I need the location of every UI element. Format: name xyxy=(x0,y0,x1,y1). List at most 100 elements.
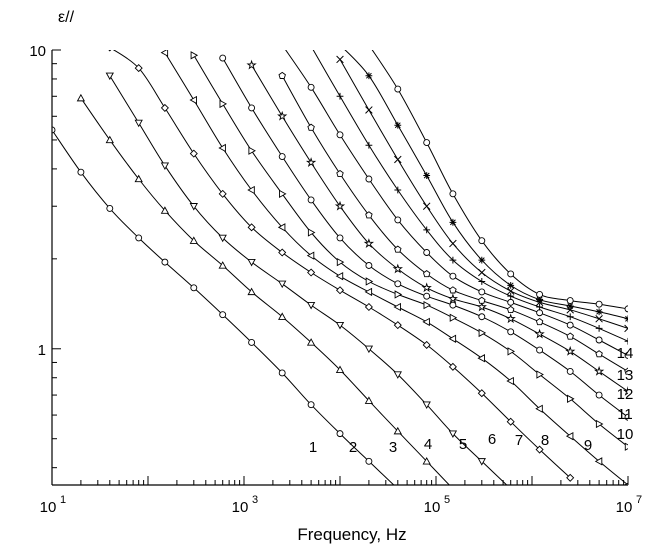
series-12-point xyxy=(337,56,344,63)
series-13-point xyxy=(478,257,485,264)
series-7-point xyxy=(567,368,573,374)
series-8-point xyxy=(278,112,286,119)
series-5-point xyxy=(219,145,225,152)
x-tick-exponent: 5 xyxy=(444,494,450,506)
series-6-point xyxy=(279,190,285,197)
series-10-line xyxy=(282,45,628,356)
x-tick-label: 10 xyxy=(40,499,57,516)
series-3-point xyxy=(279,281,286,287)
y-axis-title: ε// xyxy=(58,9,75,26)
series-9-line xyxy=(282,76,628,372)
series-11-point xyxy=(337,93,344,100)
series-10-point xyxy=(596,337,602,343)
series-6-point xyxy=(450,314,456,321)
series-7-point xyxy=(249,105,255,111)
series-10-point xyxy=(508,299,514,305)
series-14-point xyxy=(625,306,631,312)
series-14-point xyxy=(450,191,456,197)
series-10-point xyxy=(337,132,343,138)
series-3 xyxy=(106,73,514,492)
series-13-label: 13 xyxy=(617,367,634,384)
series-4-label: 4 xyxy=(424,436,432,453)
series-7-label: 7 xyxy=(515,432,523,449)
series-6-point xyxy=(191,52,197,59)
series-10-point xyxy=(567,322,573,328)
series-7-point xyxy=(508,329,514,335)
series-8-point xyxy=(307,159,315,166)
series-12-point xyxy=(596,315,603,322)
series-1-line xyxy=(52,130,398,489)
series-5-point xyxy=(248,187,254,194)
series-11-point xyxy=(596,325,603,332)
series-12-point xyxy=(625,325,632,332)
series-9-point xyxy=(424,271,430,277)
series-3-point xyxy=(337,322,344,328)
series-3-point xyxy=(308,302,315,308)
series-13-point xyxy=(450,219,457,226)
series-7-line xyxy=(223,58,628,417)
series-7-point xyxy=(450,302,456,308)
series-1-label: 1 xyxy=(309,439,317,456)
series-5-point xyxy=(394,304,400,311)
series-11-point xyxy=(365,142,372,149)
series-12-point xyxy=(478,269,485,276)
series-2-point xyxy=(450,485,457,491)
series-9-point xyxy=(536,319,542,325)
series-8-point xyxy=(507,315,515,322)
series-11-point xyxy=(625,338,632,345)
series-1-point xyxy=(78,169,84,175)
series-10 xyxy=(279,42,631,359)
series-2-point xyxy=(106,137,113,143)
series-3-label: 3 xyxy=(389,439,397,456)
series-6-point xyxy=(424,302,430,309)
series-8-point xyxy=(248,61,256,68)
series-8-point xyxy=(536,330,544,337)
series-8-point xyxy=(336,202,344,209)
series-1-point xyxy=(249,339,255,345)
series-6-point xyxy=(220,101,226,108)
series-13-point xyxy=(337,42,344,49)
series-3-point xyxy=(248,259,255,265)
series-10-point xyxy=(366,176,372,182)
series-14-point xyxy=(537,291,543,297)
x-axis-title: Frequency, Hz xyxy=(297,525,406,544)
series-9-point xyxy=(596,351,602,357)
series-14-point xyxy=(366,42,372,48)
series-3-point xyxy=(162,163,169,169)
series-6-point xyxy=(479,330,485,337)
series-14-label: 14 xyxy=(617,345,634,362)
series-9-point xyxy=(479,297,485,303)
series-14-point xyxy=(567,298,573,304)
series-12-point xyxy=(450,240,457,247)
series-13-point xyxy=(394,122,401,129)
series-11-point xyxy=(478,278,485,285)
y-tick-label: 1 xyxy=(38,342,46,359)
series-6-point xyxy=(249,147,255,154)
series-14-point xyxy=(395,86,401,92)
series-14-point xyxy=(479,238,485,244)
series-10-point xyxy=(424,250,430,256)
x-tick-label: 10 xyxy=(424,499,441,516)
series-9-label: 9 xyxy=(584,437,592,454)
series-11-point xyxy=(308,43,315,50)
series-10-point xyxy=(450,273,456,279)
series-7-point xyxy=(308,197,314,203)
series-layer xyxy=(49,42,632,493)
series-13-point xyxy=(423,172,430,179)
series-3-point xyxy=(106,73,113,79)
series-14-point xyxy=(424,140,430,146)
series-6 xyxy=(191,52,631,450)
series-12-point xyxy=(394,156,401,163)
series-12-label: 12 xyxy=(617,386,634,403)
series-2-label: 2 xyxy=(349,439,357,456)
series-13-point xyxy=(625,315,632,322)
series-12-point xyxy=(365,107,372,114)
x-tick-label: 10 xyxy=(616,499,633,516)
series-4-point xyxy=(394,322,401,329)
series-14 xyxy=(366,42,631,312)
series-5-point xyxy=(423,319,429,326)
series-10-label: 10 xyxy=(617,426,634,443)
series-9-point xyxy=(450,287,456,293)
series-1 xyxy=(49,127,401,492)
